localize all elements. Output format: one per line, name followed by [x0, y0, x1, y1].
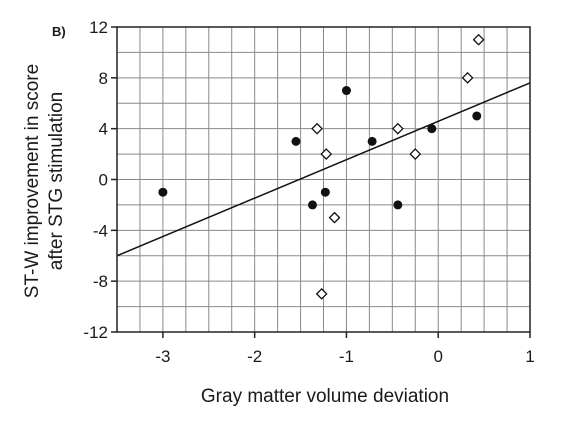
x-tick-label: -1	[339, 347, 354, 366]
data-point-filled-circle	[158, 187, 168, 197]
x-tick-label: -3	[155, 347, 170, 366]
data-point-open-diamond	[472, 33, 485, 46]
grid-layer	[117, 27, 530, 332]
data-point-open-diamond	[328, 211, 341, 224]
y-tick-label: 4	[99, 120, 108, 139]
data-point-filled-circle	[427, 124, 437, 134]
x-tick-label: 0	[433, 347, 442, 366]
y-tick-label: -4	[93, 221, 108, 240]
data-point-open-diamond	[315, 287, 328, 300]
y-tick-label: -8	[93, 272, 108, 291]
data-point-open-diamond	[461, 71, 474, 84]
fit-line-layer	[116, 82, 531, 257]
regression-line	[116, 82, 531, 257]
y-axis-title-line-2: after STG stimulation	[46, 92, 67, 270]
panel-label: B)	[52, 24, 66, 39]
data-point-open-diamond	[320, 148, 333, 161]
y-axis-title-line-1: ST-W improvement in score	[22, 64, 43, 298]
data-point-filled-circle	[307, 200, 317, 210]
data-point-filled-circle	[472, 111, 482, 121]
tick-layer: -3 -2 -1 0 1 12 8 4 0 -4 -8 -12	[83, 18, 534, 366]
y-tick-label: -12	[83, 323, 108, 342]
data-point-open-diamond	[391, 122, 404, 135]
data-point-filled-circle	[320, 187, 330, 197]
data-point-open-diamond	[311, 122, 323, 135]
x-axis-title: Gray matter volume deviation	[201, 386, 449, 407]
y-tick-label: 8	[99, 69, 108, 88]
x-tick-label: -2	[247, 347, 262, 366]
data-point-filled-circle	[393, 200, 403, 210]
y-tick-label: 12	[89, 18, 108, 37]
data-point-filled-circle	[367, 136, 377, 146]
y-tick-label: 0	[99, 171, 108, 190]
marks-layer	[158, 33, 485, 300]
y-axis-title: ST-W improvement in score after STG stim…	[22, 64, 67, 298]
data-point-filled-circle	[341, 86, 351, 96]
data-point-filled-circle	[291, 136, 301, 146]
data-point-open-diamond	[409, 148, 422, 161]
x-tick-label: 1	[525, 347, 534, 366]
